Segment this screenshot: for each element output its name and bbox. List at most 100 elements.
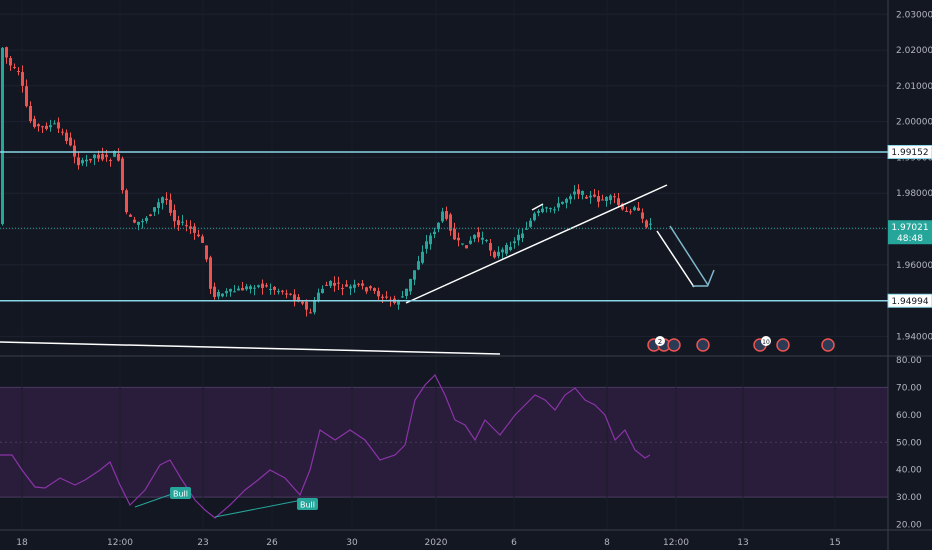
event-badge-icon[interactable] (696, 338, 710, 352)
drawings[interactable] (0, 184, 715, 355)
candle-body (581, 191, 584, 195)
candle-body (361, 283, 364, 286)
candle-body (637, 207, 640, 211)
candle-body (165, 198, 168, 200)
bull-signal[interactable]: Bull (297, 498, 318, 510)
candle-body (625, 210, 628, 212)
candle-body (261, 283, 264, 288)
candle-body (441, 211, 444, 222)
candle-body (169, 199, 172, 213)
candle-body (69, 137, 72, 146)
candle-body (5, 47, 8, 58)
candle-body (493, 251, 496, 258)
candle-body (153, 207, 156, 212)
time-tick-label: 2020 (425, 538, 448, 548)
candle-body (489, 243, 492, 251)
candle-body (509, 246, 512, 250)
candle-body (97, 154, 100, 159)
candle-body (117, 153, 120, 161)
candle-body (85, 159, 88, 162)
rsi-axis[interactable]: 80.00 70.00 60.00 50.00 40.00 30.00 20.00 (896, 356, 922, 531)
candle-body (545, 207, 548, 209)
candle-body (113, 150, 116, 157)
time-tick-label: 12:00 (107, 538, 133, 548)
event-count-badge[interactable] (761, 336, 771, 346)
event-count-badge[interactable] (655, 336, 665, 346)
candle-body (325, 284, 328, 286)
event-badges[interactable]: 2 10 (647, 336, 835, 352)
candle-body (33, 118, 36, 127)
candle-body (421, 251, 424, 263)
candle-body (449, 214, 452, 231)
rsi-tick-label: 80.00 (896, 356, 922, 366)
event-badge-icon[interactable] (776, 338, 790, 352)
candle-body (177, 220, 180, 226)
short-trendline[interactable] (531, 203, 544, 211)
rsi-tick-label: 30.00 (896, 493, 922, 503)
candles (1, 46, 652, 317)
time-tick-label: 30 (346, 538, 358, 548)
price-tick-label: 2.00000 (896, 118, 932, 128)
candle-body (121, 158, 124, 191)
candle-body (413, 270, 416, 280)
candle-body (365, 287, 368, 292)
countdown-text: 48:48 (897, 234, 923, 244)
candle-body (453, 228, 456, 240)
candle-body (501, 249, 504, 253)
candle-body (273, 286, 276, 290)
candle-body (505, 245, 508, 254)
rsi-tick-label: 20.00 (896, 521, 922, 531)
candle-body (265, 285, 268, 287)
candle-body (141, 221, 144, 223)
candle-body (281, 290, 284, 292)
candle-body (45, 125, 48, 129)
candle-body (137, 221, 140, 225)
candle-body (469, 240, 472, 244)
candle-body (385, 296, 388, 298)
candle-body (617, 198, 620, 205)
event-badge-icon[interactable] (821, 338, 835, 352)
ascending-trendline[interactable] (405, 184, 668, 304)
candle-body (333, 282, 336, 286)
candle-body (433, 231, 436, 235)
candle-body (537, 211, 540, 213)
candle-body (609, 195, 612, 201)
candle-body (277, 291, 280, 293)
time-tick-label: 18 (16, 538, 28, 548)
projection-arrow-white[interactable] (656, 230, 695, 288)
candle-body (417, 261, 420, 270)
candle-body (457, 237, 460, 241)
event-badge-icon[interactable] (667, 338, 681, 352)
candle-body (525, 228, 528, 230)
candle-body (633, 207, 636, 210)
candle-body (293, 294, 296, 300)
candle-body (329, 280, 332, 286)
time-axis[interactable]: 18 12:00 23 26 30 2020 6 8 12:00 13 15 (16, 538, 840, 548)
bull-signal[interactable]: Bull (170, 487, 191, 499)
candle-body (401, 296, 404, 298)
candle-body (245, 286, 248, 290)
candle-body (189, 226, 192, 229)
rsi-tick-label: 50.00 (896, 438, 922, 448)
rsi-tick-label: 70.00 (896, 383, 922, 393)
candle-body (549, 208, 552, 210)
rsi-overbought-oversold-band (0, 387, 888, 498)
candle-body (573, 191, 576, 195)
price-tick-label: 1.94000 (896, 332, 932, 342)
candle-body (345, 284, 348, 287)
candle-body (353, 284, 356, 288)
candle-body (1, 47, 4, 224)
candle-body (437, 222, 440, 230)
rsi-line (0, 373, 651, 519)
candle-body (541, 208, 544, 213)
price-tick-label: 1.98000 (896, 189, 932, 199)
long-trendline[interactable] (0, 341, 501, 355)
projection-arrow-blue[interactable] (669, 225, 715, 287)
candle-body (629, 211, 632, 213)
candle-body (297, 297, 300, 302)
candle-body (173, 209, 176, 222)
candle-body (225, 291, 228, 294)
candle-body (425, 241, 428, 249)
price-tick-label: 2.03000 (896, 10, 932, 20)
